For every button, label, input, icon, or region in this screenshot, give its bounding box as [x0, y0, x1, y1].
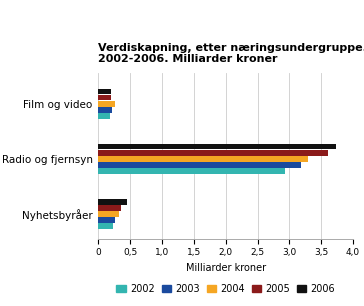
- Bar: [98, 113, 110, 119]
- Bar: [98, 211, 119, 217]
- Bar: [98, 205, 120, 211]
- Bar: [98, 107, 112, 113]
- Bar: [98, 95, 111, 100]
- Legend: 2002, 2003, 2004, 2005, 2006: 2002, 2003, 2004, 2005, 2006: [112, 280, 339, 298]
- Bar: [98, 223, 113, 229]
- Bar: [98, 162, 301, 168]
- Bar: [98, 156, 309, 162]
- Bar: [98, 101, 115, 106]
- Bar: [98, 217, 115, 223]
- Bar: [98, 199, 127, 205]
- Text: Verdiskapning, etter næringsundergruppe. Bedrifter.
2002-2006. Milliarder kroner: Verdiskapning, etter næringsundergruppe.…: [98, 43, 364, 64]
- Bar: [98, 89, 111, 95]
- Bar: [98, 150, 328, 155]
- Bar: [98, 144, 336, 150]
- Bar: [98, 168, 285, 174]
- X-axis label: Milliarder kroner: Milliarder kroner: [186, 263, 266, 273]
